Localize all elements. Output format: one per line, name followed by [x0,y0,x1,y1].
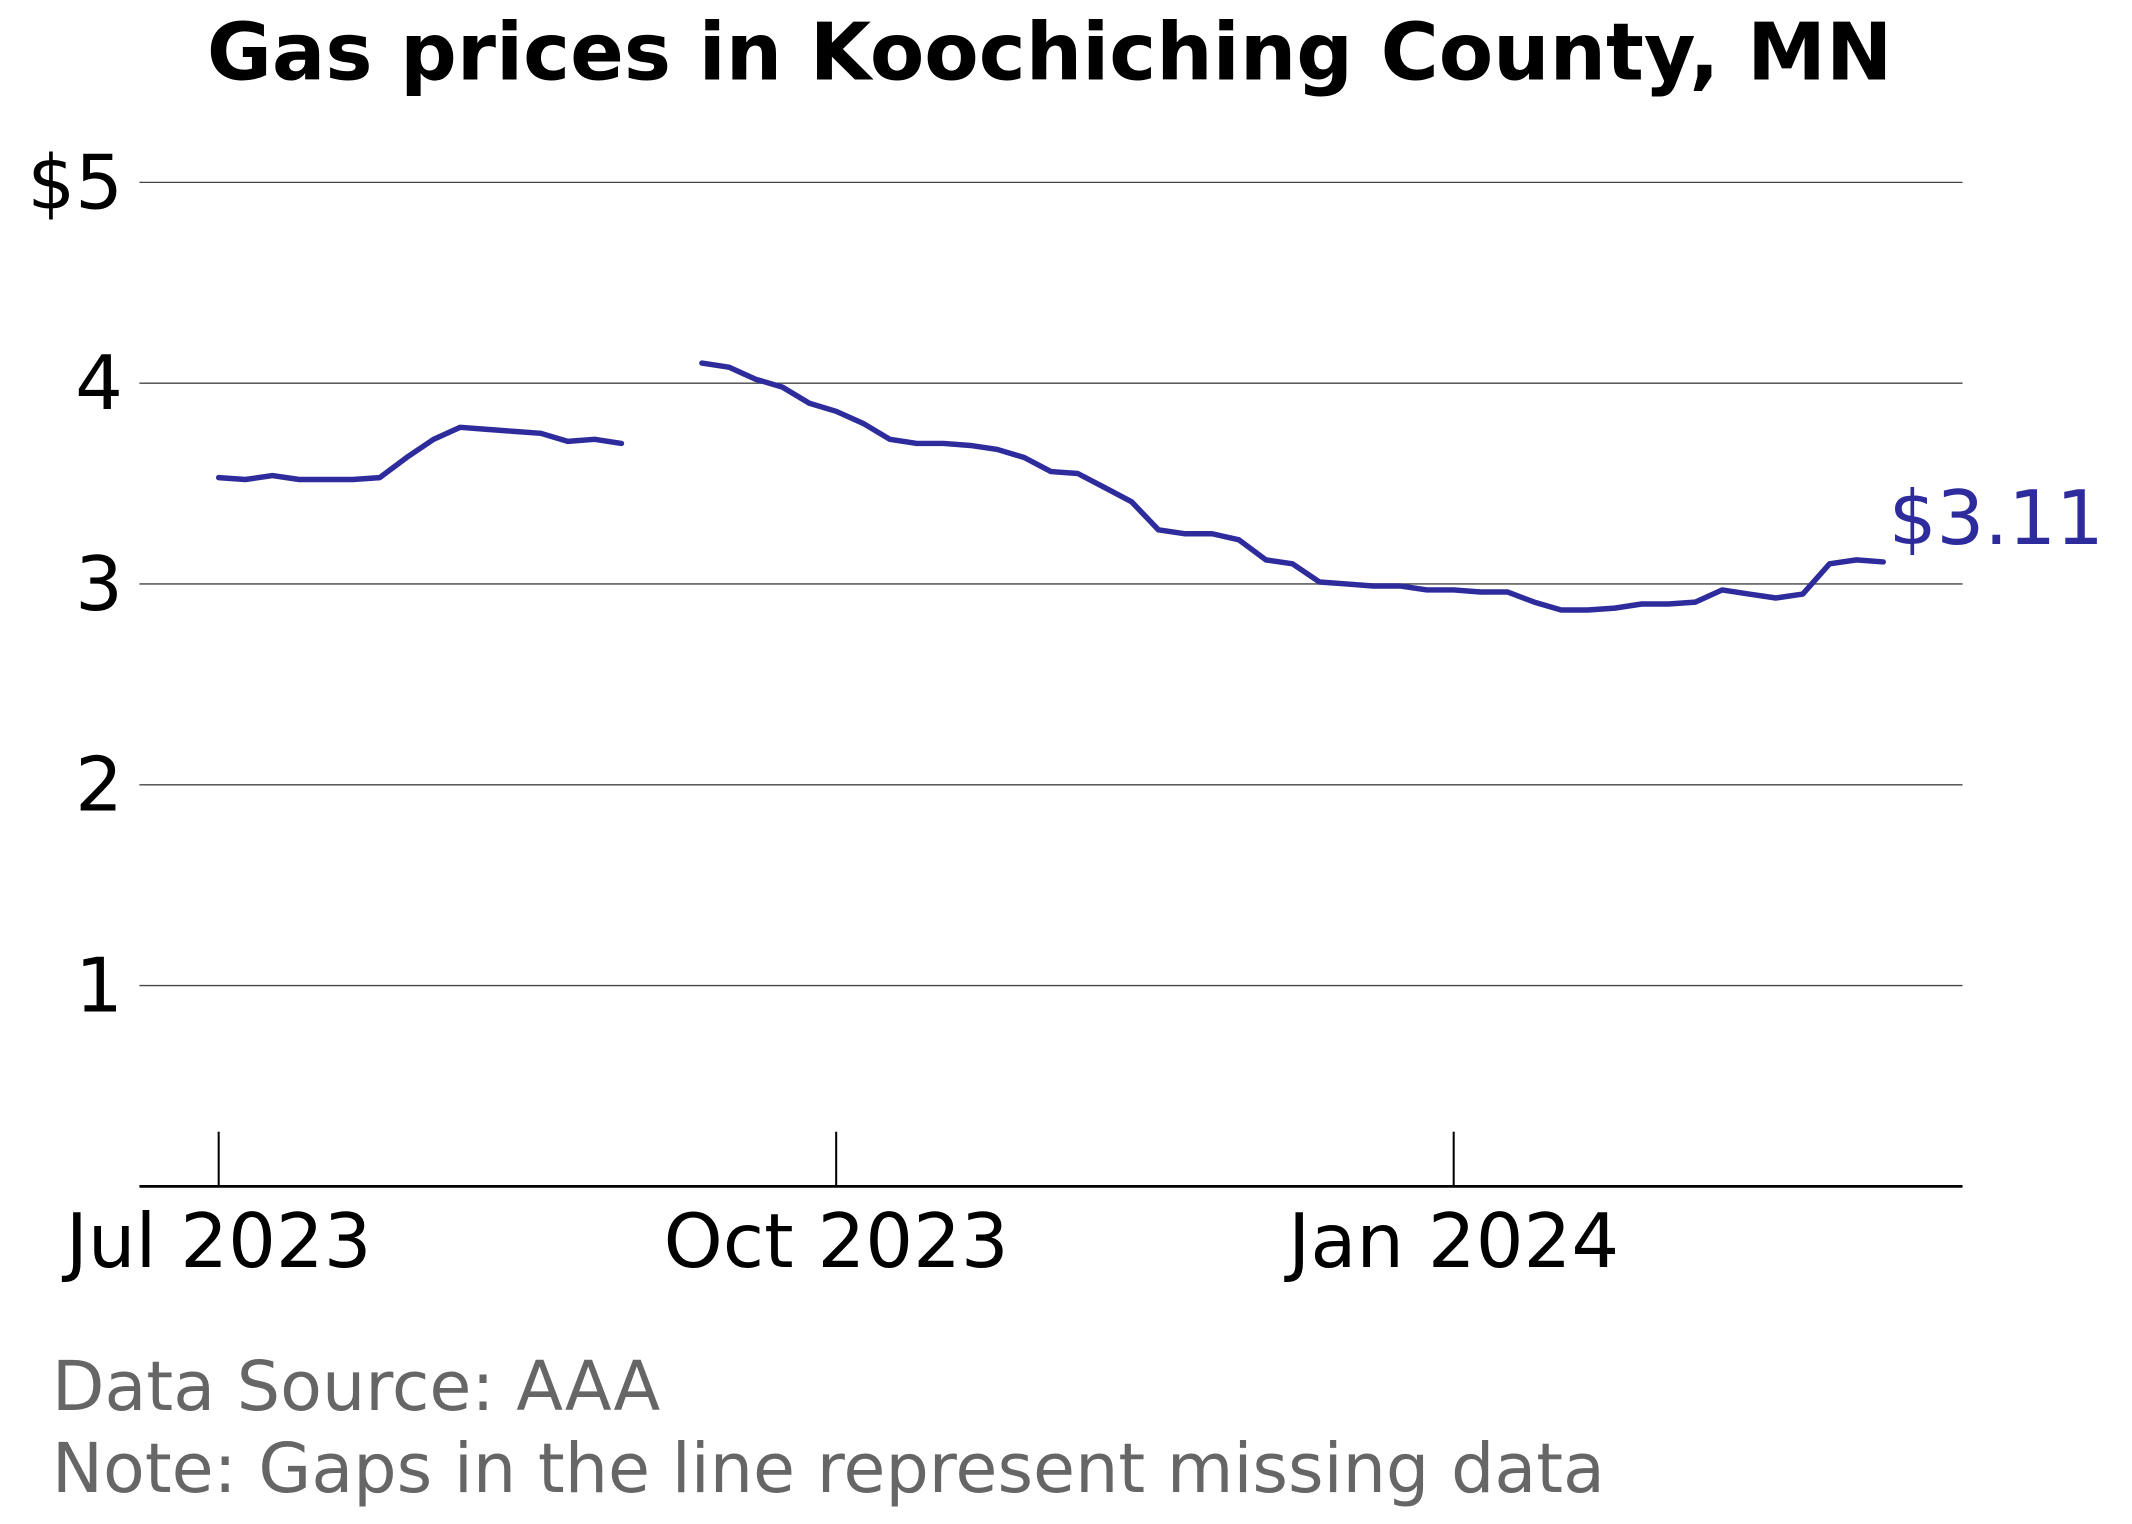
y-tick-label: 3 [75,540,123,628]
chart-title: Gas prices in Koochiching County, MN [207,5,1892,98]
y-tick-label: 2 [75,741,123,829]
y-tick-label: 1 [75,942,123,1030]
x-tick-label: Jan 2024 [1284,1197,1619,1285]
price-line [215,360,1886,613]
x-tick-label: Oct 2023 [664,1197,1009,1285]
source: Data Source: AAA [52,1348,661,1427]
y-tick-label: 4 [75,339,123,427]
end-label: $3.11 [1889,474,2104,562]
x-tick-label: Jul 2023 [62,1197,372,1285]
y-tick-label: $5 [27,138,123,226]
note: Note: Gaps in the line represent missing… [52,1430,1605,1509]
